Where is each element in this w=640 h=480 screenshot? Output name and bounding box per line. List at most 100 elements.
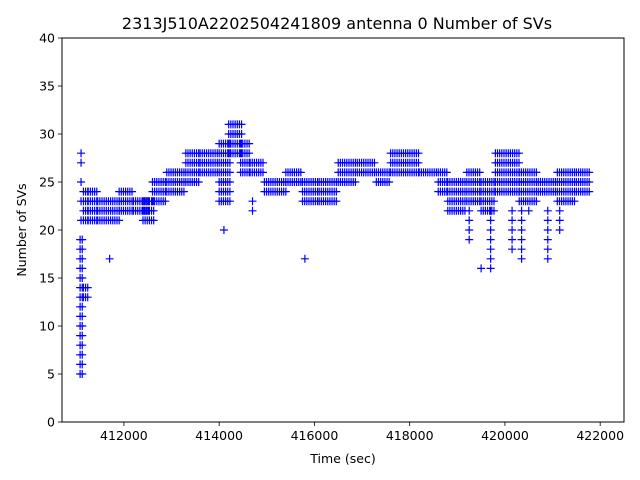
data-point [543,235,552,244]
data-point [105,254,114,263]
data-point [555,216,564,225]
y-tick-label: 25 [39,175,55,190]
data-point [517,235,526,244]
data-point [585,168,594,177]
data-point [532,197,541,206]
data-point [514,158,523,167]
data-point [486,235,495,244]
data-point [543,254,552,263]
y-tick-label: 15 [39,271,55,286]
data-point [465,235,474,244]
data-point [517,216,526,225]
data-point [486,254,495,263]
data-point [532,168,541,177]
data-point [296,168,305,177]
data-point [78,350,87,359]
y-tick-label: 35 [39,79,55,94]
data-point [543,245,552,254]
data-point [128,187,137,196]
data-point [543,226,552,234]
data-point [78,312,87,321]
data-point [477,264,486,273]
data-point [78,245,87,254]
data-point [149,206,158,215]
y-tick-label: 0 [47,415,55,430]
data-point [78,302,87,311]
data-point [179,187,188,196]
plot-frame [61,37,625,423]
x-tick-label: 422000 [576,428,624,443]
data-point [514,149,523,158]
data-point [543,216,552,225]
data-point [508,206,517,215]
data-point [258,158,267,167]
x-tick-label: 412000 [100,428,148,443]
y-tick-label: 20 [39,223,55,238]
data-point [517,206,526,215]
data-point [225,197,234,206]
data-point [465,206,474,215]
data-point [351,178,360,186]
data-point [385,178,394,186]
data-point [78,331,87,340]
data-point [219,226,228,234]
data-point [300,254,309,263]
x-tick-label: 416000 [291,428,339,443]
x-axis-label: Time (sec) [309,451,375,466]
data-point [508,235,517,244]
data-point [77,158,86,167]
data-point [486,216,495,225]
data-point [524,206,533,215]
data-point [486,226,495,234]
data-point [508,245,517,254]
data-point [508,226,517,234]
x-tick-label: 420000 [481,428,529,443]
data-point [245,139,254,148]
data-point [83,293,92,302]
y-tick-label: 30 [39,127,55,142]
data-point [585,187,594,196]
data-point [258,168,267,177]
data-point [486,206,495,215]
data-point [585,178,594,186]
data-point [78,274,87,282]
data-point [370,158,379,167]
data-point [225,187,234,196]
data-point [77,149,86,158]
data-point [248,197,257,206]
x-tick-label: 414000 [195,428,243,443]
data-point [225,178,234,186]
data-point [442,168,451,177]
data-point [555,226,564,234]
data-point [543,206,552,215]
x-tick-label: 418000 [386,428,434,443]
data-point [486,245,495,254]
data-point [237,120,246,129]
data-point [78,341,87,350]
data-point [465,216,474,225]
data-point [78,264,87,273]
data-point [77,178,86,186]
data-point [245,149,254,158]
data-point [508,216,517,225]
data-point [332,197,341,206]
y-axis-label: Number of SVs [14,183,29,276]
data-point [78,254,87,263]
y-tick-label: 10 [39,319,55,334]
data-point [225,158,234,167]
data-point [248,206,257,215]
y-tick-label: 40 [39,31,55,46]
markers-layer [76,120,594,378]
data-point [237,130,246,138]
data-point [517,254,526,263]
data-point [194,178,203,186]
data-point [78,235,87,244]
data-point [570,197,579,206]
data-point [78,360,87,369]
data-point [92,187,101,196]
data-point [555,206,564,215]
data-point [465,226,474,234]
data-point [489,197,498,206]
y-axis: 0 5 10 15 20 25 30 35 40 [39,31,62,430]
